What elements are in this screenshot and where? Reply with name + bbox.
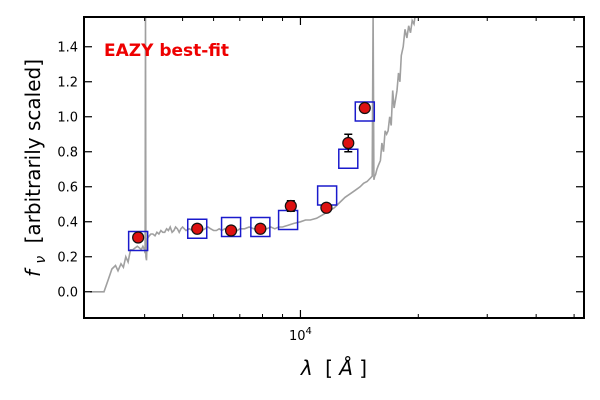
y-tick-label: 0.4: [57, 215, 78, 230]
model-flux-box: [250, 216, 271, 238]
observed-flux-point: [254, 222, 267, 235]
y-tick-label: 1.2: [57, 75, 78, 90]
x-axis-unit: Å: [337, 356, 353, 380]
axis-ticks: 0.0 0.2 0.4 0.6 0.8 1.0 1.2 1.4 104: [57, 17, 584, 344]
y-tick-label: 1.0: [57, 110, 78, 125]
plot-area: 0.0 0.2 0.4 0.6 0.8 1.0 1.2 1.4 104: [57, 16, 585, 344]
y-axis-subscript: ν: [33, 256, 49, 264]
y-tick-label: 0.6: [57, 180, 78, 195]
x-tick-label-exponent: 4: [306, 326, 312, 337]
x-axis-bracket-close: ]: [359, 356, 367, 380]
x-axis-symbol: λ: [300, 356, 313, 380]
x-axis-bracket-open: [: [325, 356, 333, 380]
observed-flux-point: [132, 231, 145, 244]
y-tick-label: 1.4: [57, 40, 78, 55]
y-tick-label: 0.0: [57, 285, 78, 300]
plot-frame: [83, 16, 585, 319]
y-tick-label: 0.8: [57, 145, 78, 160]
x-tick-label: 104: [289, 326, 312, 344]
observed-photometry-layer: [132, 101, 371, 244]
observed-flux-point: [342, 136, 355, 150]
observed-flux-point: [191, 222, 204, 235]
observed-flux-point: [284, 199, 297, 213]
y-axis-label: f ν [arbitrarily scaled]: [21, 59, 50, 277]
x-axis-label: λ [ Å ]: [300, 356, 367, 380]
observed-flux-point: [224, 224, 238, 237]
observed-flux-point: [358, 101, 371, 115]
x-tick-label-base: 10: [289, 329, 306, 344]
y-axis-text: [arbitrarily scaled]: [21, 59, 45, 243]
plot-background: [84, 17, 584, 318]
y-axis-symbol: f: [21, 267, 45, 277]
observed-flux-point: [320, 201, 333, 214]
chart-annotation: EAZY best-fit: [104, 41, 229, 61]
model-flux-box: [186, 218, 208, 239]
y-tick-label: 0.2: [57, 250, 78, 265]
